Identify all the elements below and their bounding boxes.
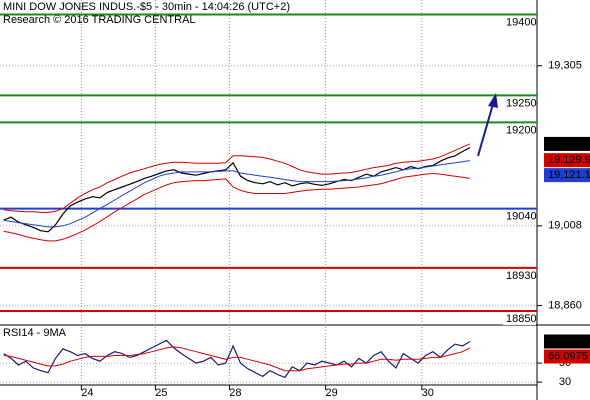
y-tick-label: 18,860 [548,300,582,312]
series-line [3,172,470,242]
y-tick-label: 30 [559,376,571,388]
rsi-title: RSI14 - 9MA [3,327,67,339]
chart-subtitle: Research © 2016 TRADING CENTRAL [3,14,196,26]
x-tick-label: 24 [81,387,93,399]
level-label-box [503,312,536,325]
level-label: 18930 [506,270,537,282]
level-label-box [503,97,536,110]
level-label: 19200 [506,124,537,136]
price-marker [544,153,590,168]
price-marker-label: 72.7347 [548,335,588,347]
price-marker [544,168,590,183]
x-tick-label: 28 [229,387,241,399]
price-marker-label: 19,160 [548,138,582,150]
series-line [3,147,471,233]
arrow-head [488,93,498,108]
y-tick-label: 19,008 [548,220,582,232]
series-line [3,346,471,372]
level-label: 19400 [506,16,537,28]
price-marker [544,136,590,151]
series-line [3,160,470,228]
x-tick-label: 29 [325,387,337,399]
chart-title: MINI DOW JONES INDUS.-$5 - 30min - 14:04… [3,1,290,13]
series-line [3,339,471,379]
series-line [3,143,471,213]
price-marker-label: 66.0975 [548,350,588,362]
price-marker [544,334,590,349]
projection-arrow [477,103,494,157]
price-marker-label: 19,121.1 [548,169,590,181]
price-marker-label: 19,129.9 [548,154,590,166]
level-label-box [503,16,536,29]
x-tick-label: 30 [422,387,434,399]
level-label: 18850 [506,313,537,325]
price-marker [544,349,590,364]
y-tick-label: 19,305 [548,60,582,72]
level-label-box [503,210,536,223]
level-label-box [503,124,536,137]
level-label: 19250 [506,97,537,109]
x-tick-label: 25 [155,387,167,399]
level-label-box [503,269,536,282]
level-label: 19040 [506,210,537,222]
